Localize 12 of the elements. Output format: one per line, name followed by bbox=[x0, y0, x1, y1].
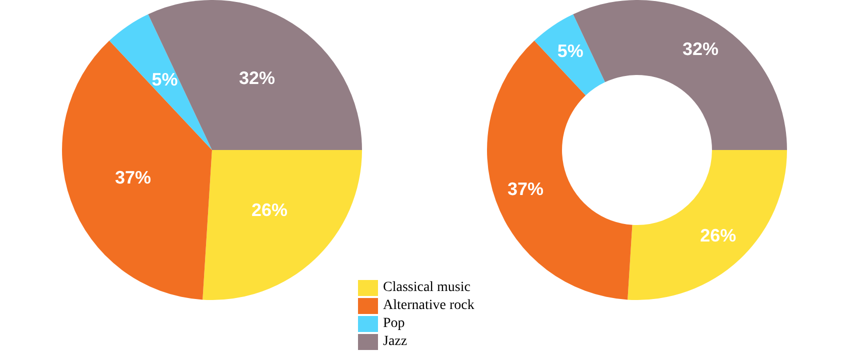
data-label: 26% bbox=[251, 200, 288, 220]
data-label: 26% bbox=[700, 225, 736, 246]
data-label: 5% bbox=[557, 40, 584, 61]
data-label: 32% bbox=[682, 38, 719, 59]
legend-label: Jazz bbox=[383, 333, 408, 351]
legend-label: Alternative rock bbox=[383, 297, 474, 315]
data-label: 37% bbox=[114, 167, 151, 188]
legend-label: Pop bbox=[383, 315, 405, 333]
data-label: 5% bbox=[152, 69, 178, 90]
data-label: 37% bbox=[507, 179, 544, 200]
legend-label: Classical music bbox=[383, 279, 470, 297]
data-label: 32% bbox=[238, 68, 276, 88]
